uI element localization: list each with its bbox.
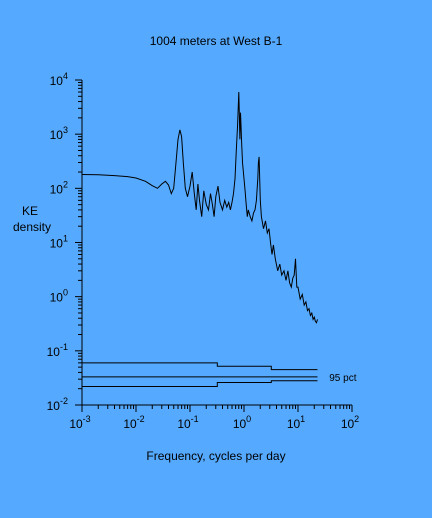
tick-marks (75, 79, 353, 412)
chart-title: 1004 meters at West B-1 (150, 34, 283, 48)
annotation-95-pct: 95 pct (329, 373, 356, 384)
confidence-band-line (82, 362, 318, 371)
x-tick-label: 10-2 (123, 414, 144, 431)
x-tick-label: 10-3 (69, 414, 90, 431)
y-tick-label: 103 (50, 125, 68, 142)
confidence-band-line (82, 380, 318, 387)
x-tick-label: 102 (341, 414, 359, 431)
spectrum-line (81, 91, 318, 324)
y-tick-label: 104 (50, 71, 68, 88)
y-tick-label: 10-1 (47, 342, 68, 359)
y-axis-label-line-1: KE (22, 204, 38, 218)
y-tick-label: 10-2 (47, 396, 68, 413)
y-axis-label-line-2: density (13, 220, 51, 234)
x-tick-label: 10-1 (177, 414, 198, 431)
y-tick-label: 100 (50, 288, 68, 305)
confidence-bands (82, 362, 318, 387)
y-tick-label: 101 (50, 234, 68, 251)
tick-labels: 10-3 10-2 10-1 100 101 10210-210-110010110210… (47, 71, 360, 431)
y-tick-label: 102 (50, 179, 68, 196)
x-tick-label: 101 (287, 414, 305, 431)
annotations: 95 pct (329, 373, 356, 384)
x-tick-label: 100 (233, 414, 251, 431)
x-axis-label: Frequency, cycles per day (146, 449, 285, 463)
